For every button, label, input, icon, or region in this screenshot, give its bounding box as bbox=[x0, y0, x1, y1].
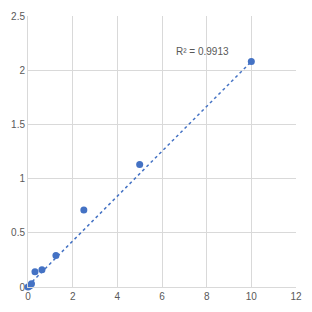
svg-text:10: 10 bbox=[246, 291, 258, 302]
svg-text:0: 0 bbox=[19, 282, 25, 293]
svg-text:1.5: 1.5 bbox=[11, 119, 25, 130]
svg-text:12: 12 bbox=[290, 291, 302, 302]
svg-text:0.5: 0.5 bbox=[11, 227, 25, 238]
svg-text:1: 1 bbox=[19, 173, 25, 184]
svg-text:R² = 0.9913: R² = 0.9913 bbox=[176, 46, 229, 57]
svg-text:2: 2 bbox=[19, 65, 25, 76]
svg-text:8: 8 bbox=[204, 291, 210, 302]
svg-text:2: 2 bbox=[70, 291, 76, 302]
svg-text:6: 6 bbox=[159, 291, 165, 302]
svg-text:4: 4 bbox=[115, 291, 121, 302]
svg-text:0: 0 bbox=[25, 291, 31, 302]
svg-text:2.5: 2.5 bbox=[11, 11, 25, 22]
